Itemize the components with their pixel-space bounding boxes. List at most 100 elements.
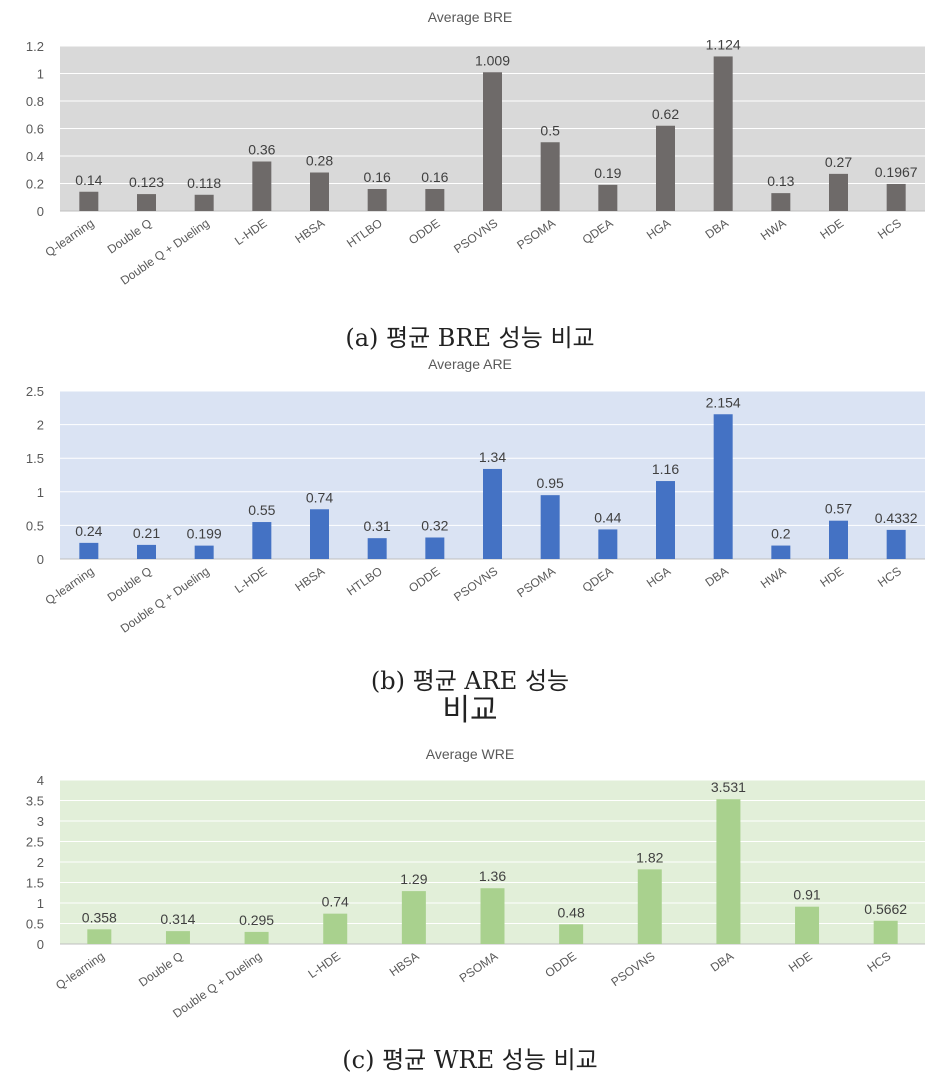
x-tick-label: Q-learning [53, 949, 107, 993]
bar [540, 495, 560, 559]
bar [425, 189, 445, 211]
y-tick-label: 0.6 [26, 122, 44, 137]
y-tick-label: 2.5 [26, 384, 44, 399]
bar [483, 468, 502, 559]
bar [598, 184, 618, 211]
bar [829, 173, 848, 211]
x-tick-label: HDE [817, 216, 846, 242]
x-tick-label: HCS [865, 949, 894, 975]
data-label: 0.44 [594, 509, 621, 525]
bar [310, 172, 329, 211]
x-tick-label: PSOVNS [451, 564, 500, 604]
bar [656, 481, 675, 559]
y-tick-label: 0 [37, 552, 44, 567]
x-tick-label: PSOVNS [608, 949, 657, 989]
bar [137, 544, 156, 559]
x-tick-label: HWA [758, 216, 789, 243]
x-tick-label: L-HDE [232, 216, 270, 248]
bar [310, 509, 329, 559]
y-tick-label: 4 [37, 773, 44, 788]
x-tick-label: HBSA [292, 216, 327, 246]
chart-bre: Average BRE 0 0.2 0.4 0.6 0.8 1 1.2 0.14 Q-learni… [0, 0, 940, 318]
x-tick-label: DBA [703, 216, 731, 242]
data-label: 3.531 [711, 779, 746, 795]
data-label: 0.4332 [875, 510, 918, 526]
bar [194, 194, 214, 211]
data-label: 0.16 [364, 169, 391, 185]
bar [637, 869, 662, 944]
chart-wre: Average WRE 0 0.5 1 1.5 2 2.5 3 3.5 4 0.358 Q-learn… [0, 738, 940, 1038]
bar [559, 924, 584, 944]
y-tick-label: 0.5 [26, 518, 44, 533]
bar [713, 414, 733, 559]
bar [244, 931, 269, 944]
x-tick-label: ODDE [406, 216, 442, 247]
chart-title: Average ARE [428, 356, 512, 372]
x-tick-label: HTLBO [344, 564, 385, 598]
y-tick-label: 1 [37, 67, 44, 82]
data-label: 0.5662 [864, 901, 907, 917]
y-tick-label: 2.5 [26, 835, 44, 850]
x-tick-label: Q-learning [43, 564, 97, 608]
y-tick-label: 0 [37, 937, 44, 952]
data-label: 0.55 [248, 502, 275, 518]
data-label: 0.91 [793, 887, 820, 903]
data-label: 0.48 [558, 904, 585, 920]
bar [540, 142, 560, 211]
y-tick-label: 0.5 [26, 917, 44, 932]
y-tick-label: 0.2 [26, 177, 44, 192]
y-tick-label: 3 [37, 814, 44, 829]
bar [252, 161, 272, 211]
data-label: 0.295 [239, 912, 274, 928]
wre-bar-chart: Average WRE 0 0.5 1 1.5 2 2.5 3 3.5 4 0.358 Q-learn… [26, 746, 925, 1021]
x-tick-label: L-HDE [232, 564, 270, 596]
x-tick-label: DBA [708, 949, 736, 975]
bar [401, 891, 426, 944]
caption-are-line2: 비교 [442, 693, 498, 728]
data-label: 0.123 [129, 174, 164, 190]
data-label: 1.124 [706, 36, 741, 52]
data-label: 0.118 [187, 175, 221, 191]
data-label: 0.16 [421, 169, 448, 185]
x-tick-label: Double Q [136, 949, 186, 990]
bar [483, 72, 502, 211]
data-label: 0.199 [187, 526, 222, 542]
bar [87, 929, 112, 944]
bre-bar-chart: Average BRE 0 0.2 0.4 0.6 0.8 1 1.2 0.14 Q-learni… [26, 9, 925, 288]
bar [252, 522, 272, 559]
x-tick-label: HGA [644, 564, 673, 590]
data-label: 2.154 [706, 394, 741, 410]
x-tick-label: L-HDE [305, 949, 343, 981]
data-label: 0.57 [825, 501, 852, 517]
data-label: 0.95 [537, 475, 564, 491]
bar [194, 545, 214, 559]
bar [480, 888, 505, 944]
bar [367, 538, 387, 559]
bar [137, 194, 156, 211]
x-tick-label: Double Q [105, 216, 155, 257]
data-label: 1.29 [400, 871, 427, 887]
x-tick-label: PSOVNS [451, 216, 500, 256]
data-label: 0.314 [160, 911, 195, 927]
data-label: 0.1967 [875, 164, 918, 180]
data-label: 1.16 [652, 461, 679, 477]
bar [873, 920, 898, 944]
data-label: 0.32 [421, 517, 448, 533]
bar [771, 193, 791, 211]
x-tick-label: HGA [644, 216, 673, 242]
data-label: 0.21 [133, 525, 160, 541]
data-label: 0.2 [771, 526, 791, 542]
caption-wre: (c) 평균 WRE 성능 비교 [0, 1040, 940, 1075]
data-label: 0.27 [825, 154, 852, 170]
bar [323, 913, 348, 944]
x-tick-label: Q-learning [43, 216, 97, 260]
bar [367, 189, 387, 211]
data-label: 0.13 [767, 173, 794, 189]
data-label: 1.009 [475, 52, 510, 68]
y-tick-label: 0.4 [26, 149, 44, 164]
x-tick-label: HCS [875, 216, 904, 242]
x-tick-label: HDE [786, 949, 815, 975]
data-label: 0.62 [652, 106, 679, 122]
x-tick-label: QDEA [580, 216, 616, 247]
x-tick-label: ODDE [542, 949, 578, 980]
